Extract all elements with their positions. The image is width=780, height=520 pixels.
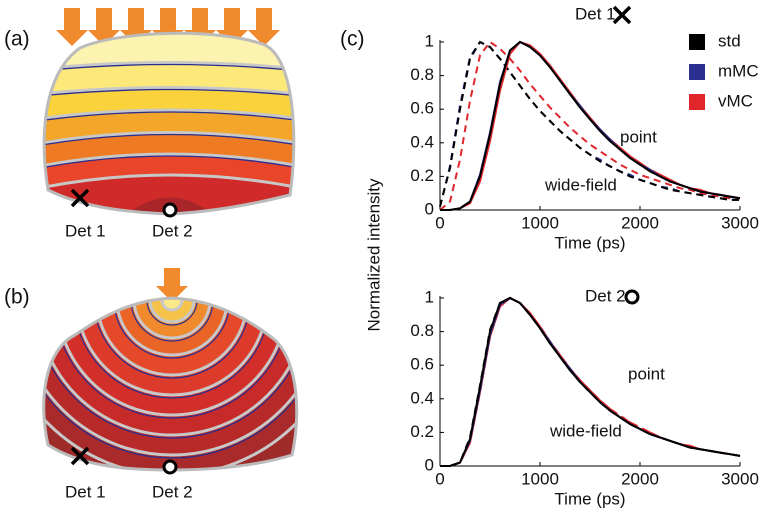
x-axis-label: Time (ps) (554, 489, 625, 508)
y-tick-label: 0.6 (410, 99, 434, 118)
wide-field-line (439, 40, 740, 207)
diagram-b (42, 268, 299, 475)
legend-swatch (689, 64, 705, 80)
legend-label: vMC (718, 91, 753, 110)
y-tick-label: 1 (425, 287, 434, 306)
chart-title: Det 2 (585, 286, 626, 305)
legend-label: mMC (718, 61, 759, 80)
x-tick-label: 2000 (621, 213, 659, 232)
y-axis-label: Normalized intensity (364, 178, 383, 332)
detector-label: Det 2 (152, 482, 193, 501)
panel-label: (b) (4, 286, 30, 309)
chart-title: Det 1 (575, 4, 616, 23)
detector-1-marker (612, 5, 632, 25)
y-tick-label: 0.4 (410, 388, 434, 407)
annotation: point (620, 127, 657, 146)
x-tick-label: 0 (435, 213, 444, 232)
detector-label: Det 2 (152, 221, 193, 240)
legend-swatch (689, 94, 705, 110)
point-line (440, 40, 741, 211)
annotation: point (628, 364, 665, 383)
y-tick-label: 0.8 (410, 321, 434, 340)
legend-label: std (718, 31, 741, 50)
source-arrow (156, 268, 188, 302)
annotation: wide-field (549, 421, 622, 440)
x-tick-label: 1000 (521, 213, 559, 232)
detector-2-marker (162, 202, 178, 218)
point-line (440, 296, 741, 467)
wide-field-line (440, 296, 741, 467)
y-tick-label: 0 (425, 455, 434, 474)
y-tick-label: 0.4 (410, 132, 434, 151)
x-tick-label: 3000 (721, 469, 759, 488)
detector-1-marker (70, 446, 90, 466)
point-line (440, 296, 741, 467)
panel-label: (c) (340, 28, 365, 51)
detector-2-marker (162, 459, 178, 475)
annotation: wide-field (544, 175, 617, 194)
y-tick-label: 1 (425, 31, 434, 50)
y-tick-label: 0.2 (410, 166, 434, 185)
wide-field-line (440, 296, 741, 467)
point-line (440, 296, 741, 467)
detector-2-marker (624, 289, 640, 305)
fluence-rings (43, 298, 297, 470)
detector-1-marker (70, 188, 90, 208)
x-tick-label: 0 (435, 469, 444, 488)
wide-field-line (440, 296, 741, 467)
x-axis-label: Time (ps) (554, 233, 625, 252)
wide-field-line (439, 40, 740, 211)
panel-label: (a) (4, 28, 30, 51)
y-tick-label: 0.6 (410, 355, 434, 374)
x-tick-label: 2000 (621, 469, 659, 488)
diagram-a (42, 8, 296, 218)
legend-swatch (689, 34, 705, 50)
y-tick-label: 0 (425, 199, 434, 218)
x-tick-label: 3000 (721, 213, 759, 232)
detector-label: Det 1 (65, 482, 106, 501)
y-tick-label: 0.2 (410, 422, 434, 441)
detector-label: Det 1 (65, 221, 106, 240)
x-tick-label: 1000 (521, 469, 559, 488)
y-tick-label: 0.8 (410, 65, 434, 84)
